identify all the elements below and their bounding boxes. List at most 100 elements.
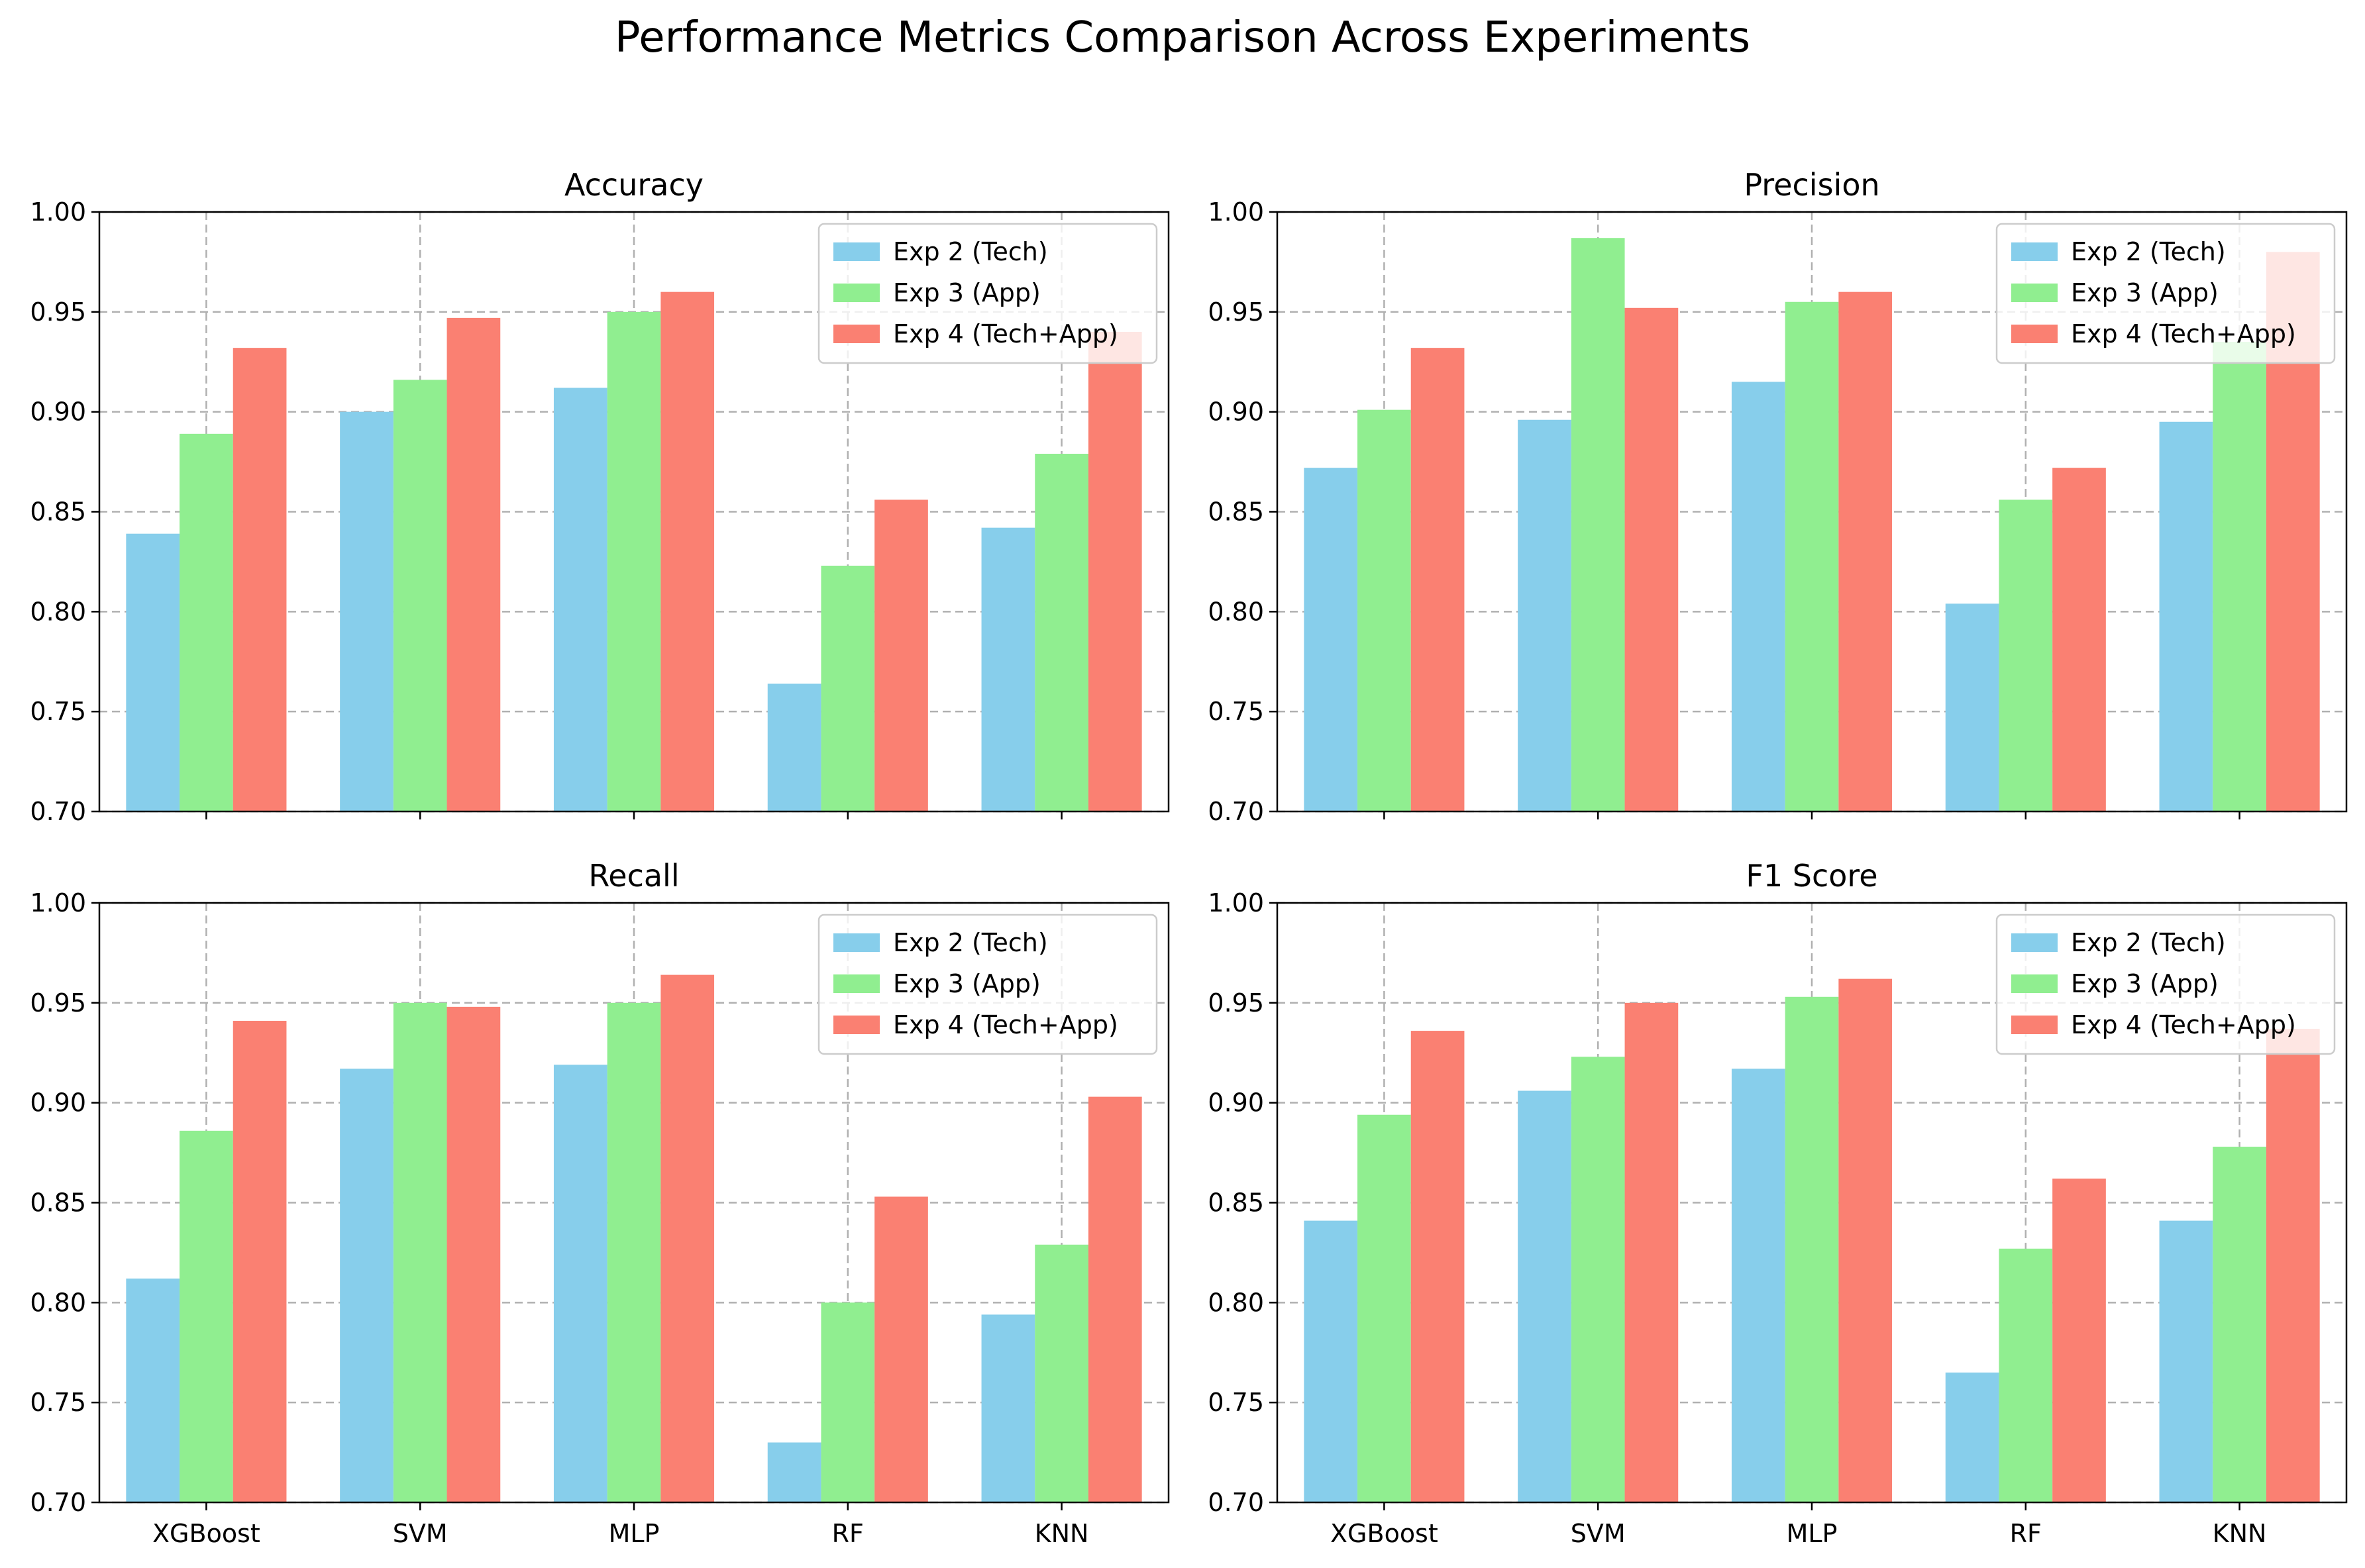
bar-exp2-rf (1946, 603, 1999, 811)
bar-exp3-rf (1999, 1249, 2052, 1502)
bar-exp3-mlp (607, 312, 661, 811)
y-tick-label: 0.80 (1208, 1288, 1264, 1317)
precision-title: Precision (1744, 167, 1879, 203)
bar-exp4-svm (1625, 1003, 1679, 1502)
bar-exp2-knn (982, 528, 1035, 811)
legend-label-exp3: Exp 3 (App) (2071, 278, 2219, 307)
accuracy-bars (126, 292, 1141, 811)
bar-exp4-mlp (1838, 979, 1892, 1502)
legend-swatch-exp4 (2011, 1016, 2058, 1034)
bar-exp3-xgboost (1357, 410, 1411, 811)
y-tick-label: 0.70 (30, 1488, 86, 1517)
bar-exp2-mlp (1732, 382, 1785, 811)
bar-exp4-rf (874, 1196, 928, 1502)
y-tick-label: 1.00 (30, 888, 86, 917)
legend-label-exp4: Exp 4 (Tech+App) (2071, 319, 2296, 348)
bar-exp2-knn (982, 1314, 1035, 1502)
bar-exp3-svm (1571, 1057, 1625, 1502)
bar-exp2-xgboost (126, 1279, 180, 1502)
x-tick-label-knn: KNN (1035, 1519, 1089, 1548)
bar-exp3-mlp (607, 1003, 661, 1502)
bar-exp4-rf (2052, 1178, 2106, 1502)
bar-exp3-xgboost (180, 434, 233, 811)
bar-exp4-svm (447, 318, 501, 811)
legend-swatch-exp3 (833, 974, 880, 993)
accuracy-legend: Exp 2 (Tech)Exp 3 (App)Exp 4 (Tech+App) (819, 224, 1157, 363)
bar-exp4-xgboost (1411, 348, 1465, 811)
bar-exp4-rf (874, 499, 928, 811)
x-tick-label-rf: RF (2010, 1519, 2042, 1548)
y-tick-label: 0.85 (1208, 497, 1264, 527)
bar-exp3-svm (394, 1003, 447, 1502)
bar-exp3-knn (2213, 342, 2266, 811)
bar-exp2-xgboost (1304, 1221, 1357, 1502)
y-tick-label: 0.95 (1208, 988, 1264, 1018)
bar-exp3-mlp (1785, 302, 1839, 811)
y-tick-label: 0.80 (30, 1288, 86, 1317)
legend-swatch-exp2 (833, 933, 880, 952)
bar-exp4-mlp (660, 292, 714, 811)
bar-exp2-mlp (554, 1065, 607, 1502)
bar-exp4-svm (1625, 308, 1679, 811)
f1-score-panel: F1 Score0.700.750.800.850.900.951.00XGBo… (1208, 858, 2346, 1548)
f1-score-bars (1304, 979, 2319, 1502)
subplot-grid: Accuracy 0.70 0.75 0.80 0.85 0.90 0.95 1.00 Exp … (30, 167, 2346, 1548)
y-tick-label: 0.80 (30, 597, 86, 626)
legend-label-exp4: Exp 4 (Tech+App) (2071, 1010, 2296, 1039)
legend-label-exp2: Exp 2 (Tech) (2071, 928, 2226, 957)
x-tick-label-knn: KNN (2213, 1519, 2267, 1548)
bar-exp3-xgboost (180, 1131, 233, 1502)
legend-label-exp3: Exp 3 (App) (2071, 969, 2219, 998)
x-tick-label-mlp: MLP (609, 1519, 660, 1548)
bar-exp2-xgboost (126, 534, 180, 811)
bar-exp4-xgboost (1411, 1031, 1465, 1502)
legend-label-exp3: Exp 3 (App) (893, 969, 1041, 998)
bar-exp2-svm (1518, 1091, 1571, 1502)
accuracy-panel: Accuracy0.700.750.800.850.900.951.00Exp … (30, 167, 1169, 826)
bar-exp3-knn (2213, 1147, 2266, 1502)
y-tick-label: 0.70 (30, 797, 86, 826)
bar-exp2-knn (2160, 1221, 2213, 1502)
bar-exp2-svm (1518, 420, 1571, 811)
y-tick-label: 0.85 (1208, 1188, 1264, 1218)
y-tick-label: 0.95 (30, 297, 86, 327)
bar-exp4-rf (2052, 468, 2106, 811)
y-tick-label: 0.90 (30, 397, 86, 427)
precision-legend: Exp 2 (Tech) Exp 3 (App) Exp 4 (Tech+App) (1997, 224, 2335, 363)
bar-exp4-xgboost (233, 1021, 287, 1502)
f1-score-legend: Exp 2 (Tech) Exp 3 (App) Exp 4 (Tech+App) (1997, 915, 2335, 1054)
legend-label-exp4: Exp 4 (Tech+App) (893, 1010, 1118, 1039)
bar-exp2-rf (768, 684, 821, 811)
figure-title: Performance Metrics Comparison Across Ex… (615, 13, 1750, 62)
recall-title: Recall (588, 858, 679, 894)
bar-exp2-rf (768, 1443, 821, 1503)
accuracy-title: Accuracy (564, 167, 704, 203)
y-tick-label: 0.75 (1208, 1388, 1264, 1417)
f1-score-title: F1 Score (1746, 858, 1877, 894)
bar-exp3-rf (821, 1302, 874, 1502)
bar-exp4-svm (447, 1007, 501, 1502)
legend-swatch-exp2 (2011, 242, 2058, 261)
bar-exp2-mlp (554, 388, 607, 811)
legend-swatch-exp3 (833, 284, 880, 302)
bar-exp3-rf (1999, 499, 2052, 811)
legend-label-exp2: Exp 2 (Tech) (893, 237, 1048, 266)
y-tick-label: 0.70 (1208, 797, 1264, 826)
x-tick-label-rf: RF (832, 1519, 864, 1548)
legend-swatch-exp3 (2011, 974, 2058, 993)
x-tick-label-svm: SVM (393, 1519, 448, 1548)
bar-exp4-xgboost (233, 348, 287, 811)
x-tick-label-xgboost: XGBoost (152, 1519, 260, 1548)
bar-exp3-mlp (1785, 997, 1839, 1502)
recall-panel: Recall0.700.750.800.850.900.951.00XGBoos… (30, 858, 1169, 1548)
bar-exp2-knn (2160, 422, 2213, 811)
bar-exp3-rf (821, 566, 874, 811)
legend-label-exp2: Exp 2 (Tech) (2071, 237, 2226, 266)
y-tick-label: 0.90 (1208, 397, 1264, 427)
bar-exp4-mlp (660, 975, 714, 1502)
bar-exp4-knn (1088, 1097, 1142, 1502)
legend-label-exp3: Exp 3 (App) (893, 278, 1041, 307)
y-tick-label: 0.90 (1208, 1088, 1264, 1118)
y-tick-label: 0.95 (1208, 297, 1264, 327)
